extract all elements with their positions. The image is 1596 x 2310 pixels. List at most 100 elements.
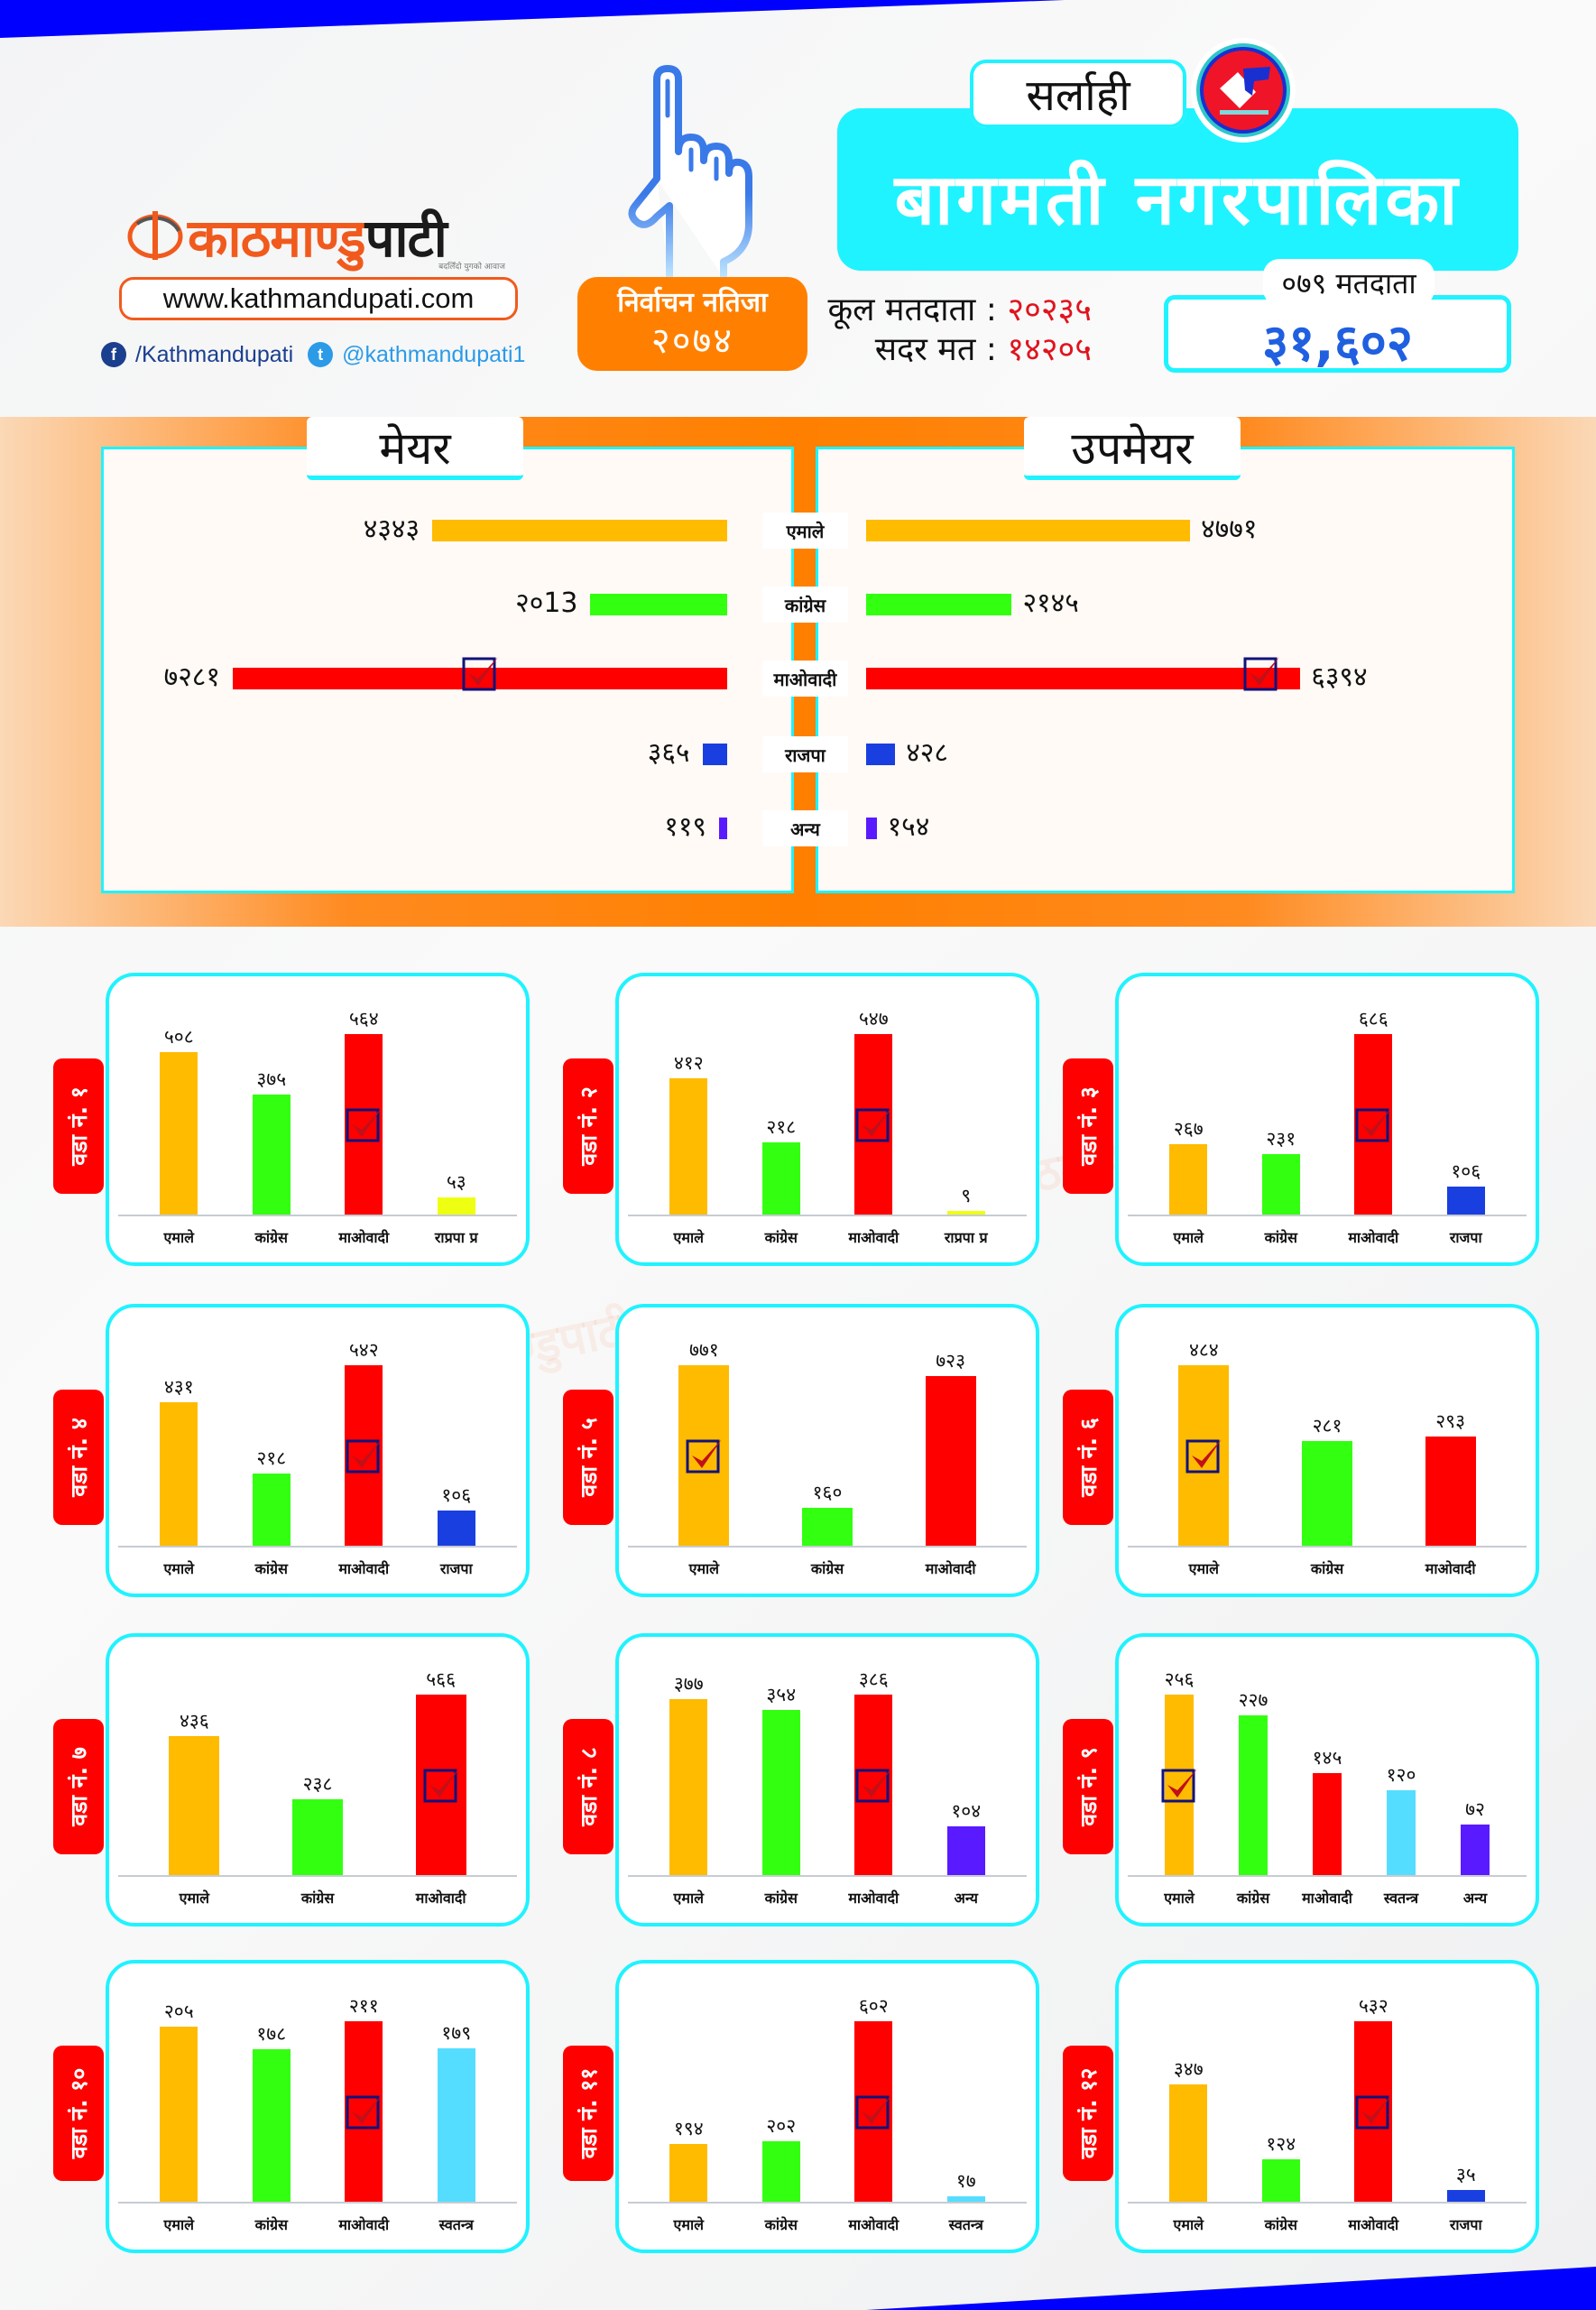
ward-title: वडा नं. ११ [576, 2067, 602, 2159]
ward-badge: वडा नं. ९ [1063, 1719, 1113, 1854]
deputy-mayor-bar [866, 818, 877, 839]
ward-chart: वडा नं. १० २०५ एमाले १७८ कांग्रेस २११ माओवादी १… [53, 1960, 530, 2253]
website-link[interactable]: www.kathmandupati.com [119, 277, 518, 320]
ward-bar [1313, 1772, 1342, 1875]
ward-card [1115, 973, 1539, 1266]
ward-bar [1169, 1144, 1208, 1215]
ward-bar-value: ३८६ [858, 1668, 889, 1690]
ward-bar-value: २८१ [1312, 1414, 1342, 1437]
deputy-mayor-bar [866, 594, 1012, 615]
ward-bar-value: ७२ [1465, 1797, 1485, 1820]
ward-bar-value: ७२३ [936, 1350, 966, 1372]
twitter-link[interactable]: @kathmandupati1 [342, 341, 526, 367]
ward-title: वडा नं. ३ [1075, 1086, 1102, 1166]
ward-bar-value: २३८ [302, 1772, 333, 1795]
ward-category-label: एमाले [673, 1229, 704, 1246]
ward-bar [1446, 1187, 1485, 1215]
ward-bar-value: १९४ [673, 2117, 704, 2139]
mayor-bar [702, 744, 727, 765]
ward-axis [1128, 1215, 1527, 1216]
ward-bar [345, 2021, 383, 2202]
winner-check-icon [423, 1769, 459, 1803]
ward-chart: वडा नं. ११ १९४ एमाले २०२ कांग्रेस ६०२ माओवादी १… [563, 1960, 1039, 2253]
ward-bar-value: २३१ [1266, 1127, 1296, 1150]
ward-bar-value: १०६ [441, 1483, 472, 1506]
ward-badge: वडा नं. ११ [563, 2046, 613, 2181]
ward-bar [437, 1510, 475, 1546]
winner-check-icon [1243, 657, 1279, 691]
result-year: २०७४ [650, 320, 734, 362]
deputy-mayor-value: २१४५ [1022, 587, 1079, 619]
total-voters-value: २०२३५ [1007, 291, 1092, 328]
ward-category-label: कांग्रेस [810, 1560, 844, 1577]
municipality-title: बागमती नगरपालिका [837, 108, 1518, 271]
ward-bar [1261, 1153, 1300, 1215]
bottom-blue-strip [866, 2267, 1596, 2310]
deputy-mayor-value: ६३९४ [1311, 661, 1368, 693]
mayor-bar [590, 594, 727, 615]
ward-bar-value: ४८४ [1188, 1339, 1219, 1361]
ward-bar [437, 2048, 475, 2202]
facebook-link[interactable]: /Kathmandupati [135, 341, 294, 367]
ward-bar [1165, 1695, 1194, 1875]
winner-check-icon [686, 1439, 723, 1474]
ward-category-label: कांग्रेस [764, 2216, 798, 2233]
ward-bar-value: ५०८ [163, 1025, 194, 1048]
ward-bar [1446, 2189, 1485, 2202]
ward-bar [946, 2196, 985, 2202]
mayor-value: २०13 [515, 587, 578, 619]
ward-bar-value: ५३ [446, 1171, 466, 1194]
ward-bar [437, 1197, 475, 1215]
ward-title: वडा नं. ७ [66, 1747, 92, 1826]
ward-category-label: एमाले [163, 1560, 194, 1577]
ward-bar-value: १६० [812, 1482, 843, 1504]
ward-category-label: राजपा [1449, 2216, 1482, 2233]
ward-badge: वडा नं. १० [53, 2046, 104, 2181]
ward-category-label: एमाले [1173, 2216, 1204, 2233]
ward-badge: वडा नं. ८ [563, 1719, 613, 1854]
ward-bar-value: २५६ [1164, 1668, 1195, 1690]
ward-axis [628, 2202, 1027, 2204]
ward-title: वडा नं. ९ [1075, 1747, 1102, 1826]
ward-bar [160, 1051, 198, 1215]
winner-check-icon [346, 2095, 383, 2130]
ward-category-label: राजपा [1449, 1229, 1482, 1246]
ward-title: वडा नं. ४ [66, 1418, 92, 1497]
ward-category-label: माओवादी [925, 1560, 976, 1577]
mayor-bar [719, 818, 727, 839]
voters-079-label: ०७९ मतदाता [1263, 259, 1435, 306]
voter-summary: कूल मतदाता : २०२३५ सदर मत : १४२०५ [821, 291, 1092, 370]
ward-bar-value: ५३२ [1358, 1995, 1388, 2017]
ward-axis [628, 1215, 1027, 1216]
ward-badge: वडा नं. १२ [1063, 2046, 1113, 2181]
ward-category-label: माओवादी [1302, 1890, 1352, 1907]
ward-category-label: कांग्रेस [254, 1560, 288, 1577]
ward-axis [1128, 1875, 1527, 1877]
ward-title: वडा नं. ५ [576, 1418, 602, 1497]
ward-bar-value: १०६ [1451, 1160, 1481, 1183]
ward-bar [1239, 1714, 1268, 1875]
winner-check-icon [1185, 1439, 1222, 1474]
deputy-mayor-title: उपमेयर [1024, 417, 1241, 480]
ward-bar [1302, 1440, 1352, 1546]
ward-bar [669, 1698, 708, 1875]
voting-finger-icon [628, 65, 752, 278]
winner-check-icon [855, 2095, 892, 2130]
ward-badge: वडा नं. १ [53, 1058, 104, 1194]
ward-bar-value: ३७७ [673, 1672, 704, 1695]
ward-bar [1387, 1790, 1416, 1875]
ward-badge: वडा नं. ५ [563, 1390, 613, 1525]
ward-bar-value: ९ [961, 1185, 972, 1206]
ward-bar [252, 1473, 291, 1546]
ward-bar [292, 1798, 343, 1875]
center-divider-top [791, 417, 818, 449]
ward-bar [252, 1095, 291, 1215]
ward-bar-value: ४१२ [673, 1052, 704, 1075]
ward-category-label: एमाले [1173, 1229, 1204, 1246]
party-label: राजपा [762, 736, 848, 772]
ward-bar [1261, 2159, 1300, 2202]
ward-category-label: राप्रपा प्र [434, 1229, 478, 1246]
ward-chart: वडा नं. ७ ४३६ एमाले २३८ कांग्रेस ५६६ माओवादी [53, 1633, 530, 1927]
ward-bar [669, 1078, 708, 1215]
ward-title: वडा नं. १२ [1075, 2067, 1102, 2159]
